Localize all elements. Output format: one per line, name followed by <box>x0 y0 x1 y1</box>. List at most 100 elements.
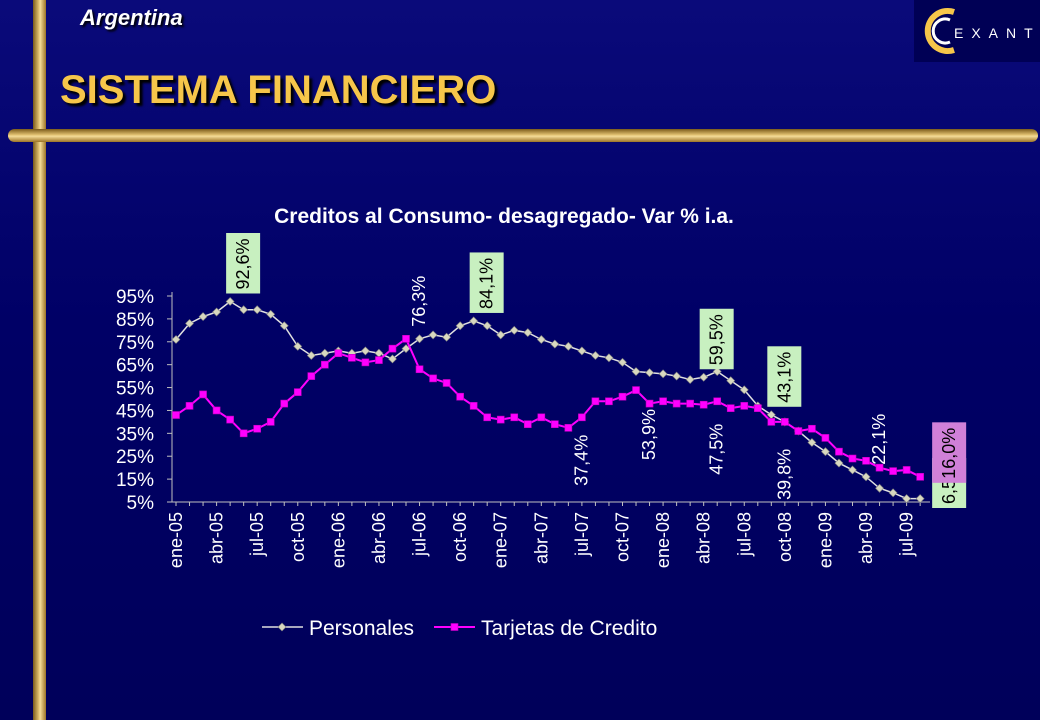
chart-axes: 95%85%75%65%55%45%35%25%15%5% ene-05 abr-0… <box>116 287 930 568</box>
x-tick-label: jul-08 <box>734 512 754 557</box>
legend-tarjetas-label: Tarjetas de Credito <box>481 617 657 640</box>
personales-point <box>848 465 857 475</box>
logo-text: EXANTE <box>954 25 1040 41</box>
tarjetas-point <box>456 392 464 401</box>
tarjetas-point <box>821 434 830 442</box>
gold-vertical-bar <box>33 0 46 720</box>
tarjetas-point <box>605 397 613 406</box>
personales-point <box>442 332 452 342</box>
x-tick-label: ene-08 <box>653 512 673 568</box>
y-tick-label: 65% <box>116 356 154 377</box>
country-label: Argentina <box>80 5 183 30</box>
personales-point <box>415 334 424 344</box>
x-tick-label: oct-07 <box>612 512 632 562</box>
personales-point <box>726 376 736 386</box>
tarjetas-point <box>172 411 180 419</box>
tarjetas-point <box>375 356 383 364</box>
personales-point <box>604 353 614 363</box>
tarjetas-point <box>429 374 437 383</box>
legend-personales-label: Personales <box>309 617 414 640</box>
personales-point <box>563 341 573 351</box>
x-tick-label: abr-07 <box>531 512 551 564</box>
x-tick-label: ene-06 <box>328 512 348 568</box>
y-tick-label: 55% <box>116 379 154 400</box>
y-tick-label: 5% <box>127 493 155 514</box>
personales-point <box>401 344 411 354</box>
personales-point <box>252 305 262 315</box>
tarjetas-point <box>334 349 343 358</box>
personales-point <box>239 305 249 315</box>
personales-point <box>428 330 438 340</box>
tarjetas-point <box>740 402 749 410</box>
personales-point <box>672 371 682 381</box>
personales-point <box>577 346 587 356</box>
data-label: 39,8% <box>774 449 794 500</box>
tarjetas-point <box>321 360 329 369</box>
y-tick-label: 75% <box>116 333 154 354</box>
tarjetas-point <box>699 400 708 409</box>
gold-horizontal-bar <box>8 129 1038 142</box>
data-label-box <box>699 308 734 370</box>
personales-point <box>279 321 289 331</box>
data-label: 59,5% <box>707 314 727 365</box>
x-tick-label: ene-05 <box>166 512 186 568</box>
personales-point <box>685 375 695 384</box>
personales-point <box>739 385 749 395</box>
x-tick-label: abr-05 <box>207 512 227 564</box>
tarjetas-point <box>848 454 857 463</box>
personales-point <box>306 351 316 360</box>
personales-point <box>591 351 600 360</box>
tarjetas-point <box>402 335 410 343</box>
tarjetas-point <box>808 424 816 433</box>
data-label: 92,6% <box>233 238 253 289</box>
tarjetas-point <box>578 413 586 422</box>
tarjetas-point <box>564 424 573 432</box>
tarjetas-point <box>794 427 803 435</box>
tarjetas-point <box>239 429 248 438</box>
personales-point <box>888 488 898 498</box>
tarjetas-point <box>618 392 627 401</box>
tarjetas-point <box>632 386 640 394</box>
tarjetas-point <box>591 397 600 406</box>
data-label: 43,1% <box>774 352 794 403</box>
tarjetas-point <box>496 415 505 424</box>
tarjetas-point <box>686 399 694 408</box>
personales-point <box>293 341 303 351</box>
x-tick-label: jul-06 <box>410 512 430 557</box>
x-tick-label: abr-06 <box>369 512 389 564</box>
tarjetas-point <box>902 466 911 474</box>
y-tick-label: 95% <box>116 287 154 308</box>
data-label-box <box>932 422 967 483</box>
tarjetas-point <box>212 406 221 415</box>
personales-point <box>523 328 533 338</box>
y-tick-label: 15% <box>116 470 154 491</box>
personales-point <box>509 325 519 335</box>
personales-point <box>861 472 871 482</box>
personales-point <box>807 438 817 447</box>
personales-point <box>374 348 384 358</box>
personales-point <box>766 410 776 420</box>
data-label: 84,1% <box>477 258 497 309</box>
data-label: 22,1% <box>869 414 889 465</box>
personales-point <box>266 309 276 319</box>
personales-point <box>496 330 506 340</box>
tarjetas-line <box>175 337 921 478</box>
personales-point <box>658 369 668 379</box>
x-tick-label: ene-07 <box>491 512 511 568</box>
personales-point <box>469 316 479 326</box>
data-label: 53,9% <box>639 409 659 460</box>
tarjetas-point <box>388 344 397 353</box>
tarjetas-point <box>889 467 897 475</box>
tarjetas-point <box>645 399 654 408</box>
personales-point <box>834 458 844 468</box>
x-tick-label: jul-07 <box>572 512 592 557</box>
tarjetas-point <box>253 424 261 433</box>
tarjetas-point <box>753 404 762 412</box>
tarjetas-point <box>348 353 356 362</box>
y-tick-label: 35% <box>116 424 154 445</box>
data-label: 16,0% <box>939 428 959 479</box>
personales-point <box>875 483 884 493</box>
personales-point <box>712 367 722 376</box>
chart-data-labels: 92,6% 84,1%59,5%43,1%6,5%76,3%37,4%53,9% 4… <box>226 232 967 508</box>
personales-point <box>482 321 492 331</box>
